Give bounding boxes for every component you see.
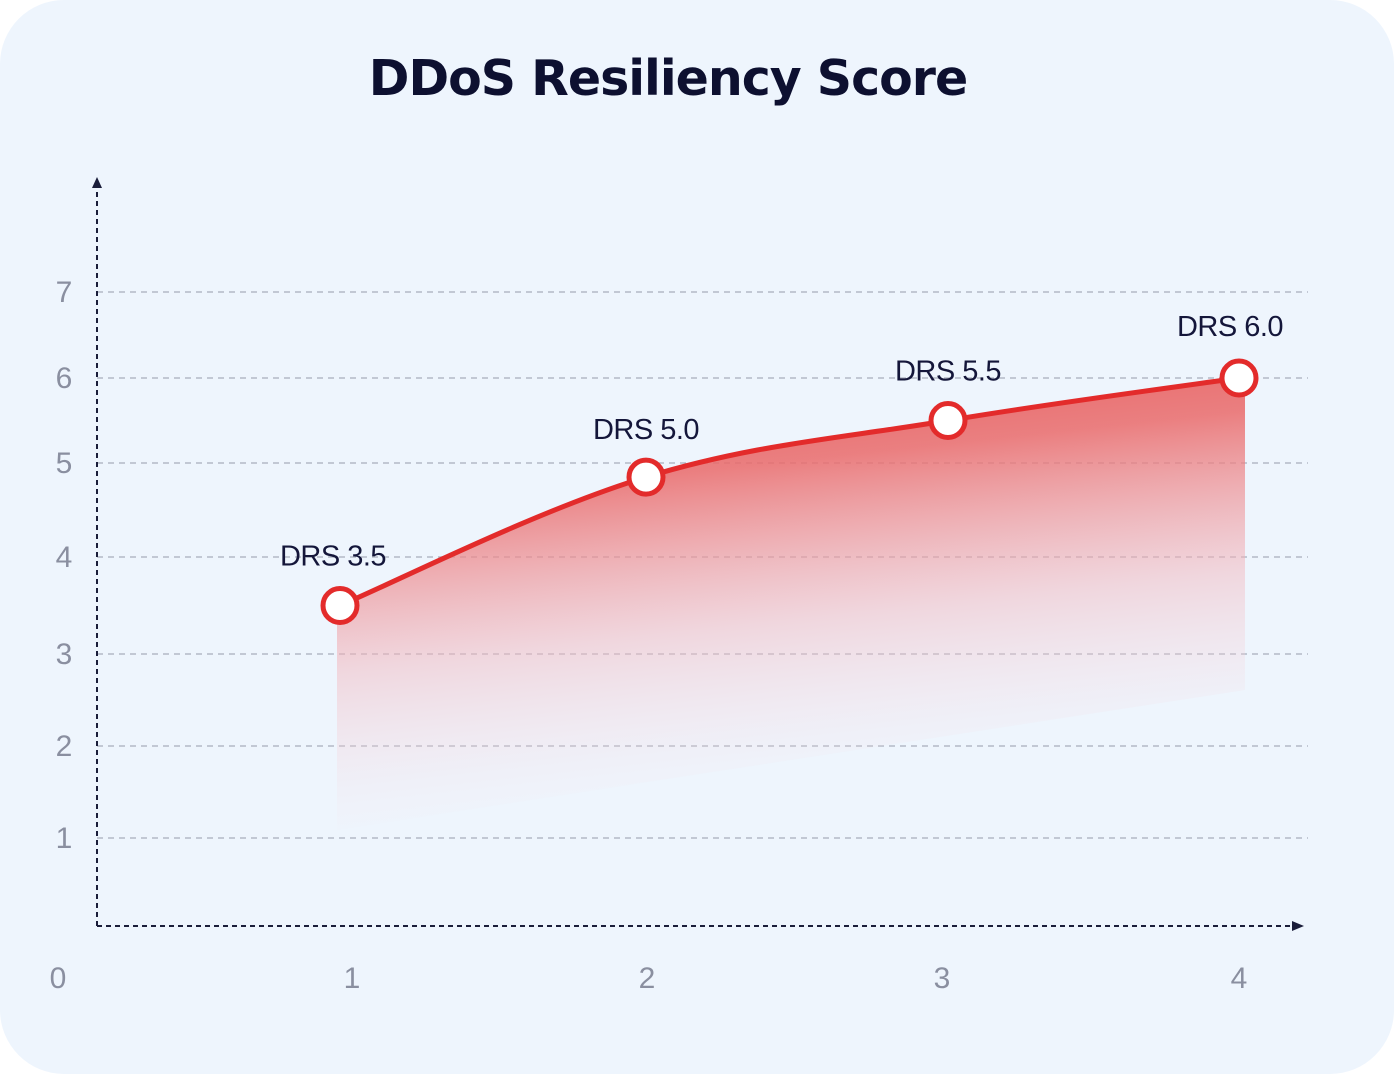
data-point xyxy=(320,586,360,625)
y-tick-label: 4 xyxy=(56,541,73,574)
data-point xyxy=(626,457,666,497)
area-fill xyxy=(337,378,1245,830)
y-tick-label: 7 xyxy=(56,276,73,309)
x-tick-label: 3 xyxy=(934,962,951,995)
chart-title: DDoS Resiliency Score xyxy=(368,50,968,107)
series-line xyxy=(337,375,1242,608)
y-axis-arrow-icon xyxy=(92,177,102,188)
x-tick-label: 1 xyxy=(344,962,361,995)
y-tick-label: 6 xyxy=(56,362,73,395)
x-tick-label: 4 xyxy=(1231,962,1248,995)
x-tick-label: 0 xyxy=(50,962,67,995)
data-label: DRS 5.5 xyxy=(895,356,1001,388)
y-tick-label: 3 xyxy=(56,638,73,671)
data-label: DRS 3.5 xyxy=(280,541,386,573)
data-label: DRS 5.0 xyxy=(593,414,699,446)
x-tick-label: 2 xyxy=(639,962,656,995)
data-label: DRS 6.0 xyxy=(1177,311,1283,343)
y-tick-label: 2 xyxy=(56,730,73,763)
y-tick-label: 1 xyxy=(56,822,73,855)
data-point xyxy=(928,401,968,440)
data-point xyxy=(1219,358,1259,398)
y-tick-label: 5 xyxy=(56,447,73,480)
x-axis-arrow-icon xyxy=(1292,921,1304,931)
